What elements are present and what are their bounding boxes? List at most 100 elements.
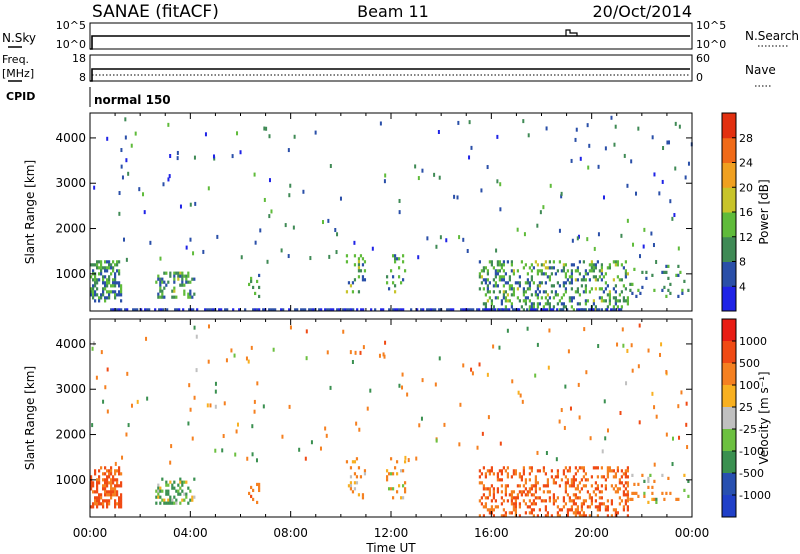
range-cell (504, 490, 507, 494)
range-cell (183, 492, 186, 496)
range-cell (187, 292, 190, 296)
range-cell (268, 134, 271, 139)
range-cell (347, 281, 351, 285)
range-cell (622, 284, 625, 288)
range-cell (157, 489, 160, 493)
range-cell (196, 308, 199, 312)
range-cell (387, 287, 391, 291)
range-cell (185, 492, 188, 496)
range-cell (214, 448, 217, 453)
range-cell (488, 490, 491, 494)
range-cell (500, 478, 503, 482)
range-cell (528, 478, 531, 482)
range-cell (498, 469, 501, 473)
range-cell (616, 469, 619, 473)
range-cell (580, 514, 583, 518)
range-cell (494, 281, 497, 285)
colorbar-tick-label: 24 (739, 157, 753, 170)
range-cell (102, 505, 105, 509)
range-cell (342, 329, 345, 334)
range-cell (606, 499, 609, 503)
range-cell (564, 290, 567, 294)
range-cell (110, 466, 113, 470)
range-cell (524, 290, 527, 294)
range-cell (590, 308, 593, 312)
range-cell (526, 326, 529, 331)
range-cell (92, 284, 95, 288)
range-cell (663, 285, 666, 289)
y-tick-label: 4000 (55, 131, 86, 145)
range-cell (570, 275, 573, 279)
range-cell (470, 308, 473, 312)
range-cell (124, 117, 127, 122)
range-cell (669, 291, 672, 295)
range-cell (534, 293, 537, 297)
range-cell (608, 469, 611, 473)
range-cell (683, 488, 686, 492)
range-cell (102, 266, 105, 270)
range-cell (570, 281, 573, 285)
range-cell (193, 277, 196, 281)
range-cell (126, 308, 129, 312)
range-cell (116, 484, 119, 488)
range-cell (608, 290, 611, 294)
range-cell (146, 308, 149, 312)
range-cell (110, 484, 113, 488)
range-cell (108, 290, 111, 294)
range-cell (258, 294, 261, 299)
range-cell (393, 466, 397, 470)
range-cell (590, 484, 593, 488)
range-cell (355, 457, 359, 461)
range-cell (624, 260, 627, 264)
range-cell (578, 466, 581, 470)
range-cell (647, 485, 650, 489)
range-cell (268, 214, 271, 219)
range-cell (384, 340, 387, 345)
range-cell (616, 275, 619, 279)
range-cell (671, 436, 674, 441)
range-cell (195, 334, 198, 339)
range-cell (420, 308, 423, 312)
range-cell (499, 207, 502, 212)
range-cell (112, 284, 115, 288)
range-cell (530, 278, 533, 282)
range-cell (157, 495, 160, 499)
range-cell (480, 269, 483, 273)
range-cell (562, 496, 565, 500)
range-cell (572, 502, 575, 506)
range-cell (399, 469, 403, 473)
range-cell (584, 484, 587, 488)
range-cell (544, 514, 547, 518)
range-cell (556, 302, 559, 306)
range-cell (482, 278, 485, 282)
range-cell (95, 375, 98, 380)
range-cell (106, 478, 109, 482)
range-cell (230, 348, 233, 353)
range-cell (584, 308, 587, 312)
range-cell (140, 308, 143, 312)
range-cell (169, 274, 172, 278)
range-cell (403, 487, 407, 491)
range-cell (552, 305, 555, 309)
range-cell (106, 475, 109, 479)
range-cell (651, 391, 654, 396)
range-cell (659, 352, 662, 357)
range-cell (456, 195, 459, 200)
range-cell (389, 457, 393, 461)
colorbar-tick-label: 500 (739, 357, 760, 370)
range-cell (116, 293, 119, 297)
range-cell (502, 263, 505, 267)
range-cell (401, 469, 405, 473)
range-cell (439, 235, 442, 240)
range-cell (528, 505, 531, 509)
range-cell (576, 484, 579, 488)
range-cell (353, 472, 357, 476)
range-cell (641, 473, 644, 477)
range-cell (596, 484, 599, 488)
range-cell (161, 292, 164, 296)
range-cell (361, 493, 365, 497)
range-cell (110, 472, 113, 476)
range-cell (588, 269, 591, 273)
range-cell (626, 296, 629, 300)
range-cell (538, 284, 541, 288)
